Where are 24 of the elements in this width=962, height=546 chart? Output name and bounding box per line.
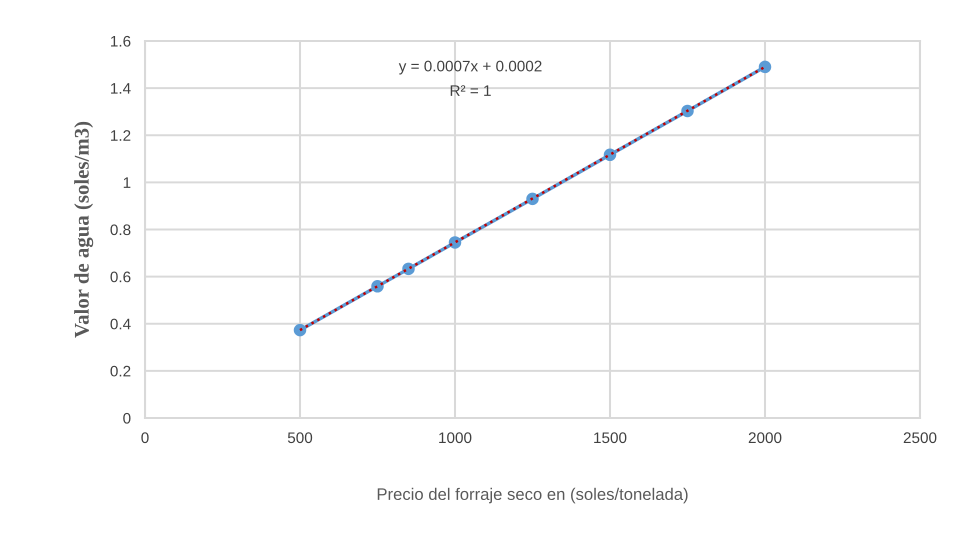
x-axis-title: Precio del forraje seco en (soles/tonelada) bbox=[378, 488, 688, 504]
annotation: y = 0.0007x + 0.0002 bbox=[398, 60, 542, 75]
y-tick-label: 1.4 bbox=[111, 83, 131, 94]
y-axis-title: Valor de agua (soles/m3) bbox=[74, 122, 94, 338]
y-tick-label: 1.2 bbox=[111, 130, 130, 141]
x-tick-label: 1000 bbox=[439, 432, 472, 444]
y-tick-label: 1 bbox=[124, 177, 130, 188]
y-tick-label: 0.8 bbox=[110, 224, 130, 236]
annotation: R² = 1 bbox=[450, 85, 491, 96]
y-tick-label: 0 bbox=[123, 412, 131, 424]
x-tick-label: 2000 bbox=[748, 432, 782, 444]
y-tick-label: 0.6 bbox=[110, 271, 130, 282]
y-tick-label: 0.2 bbox=[110, 366, 130, 377]
y-tick-label: 0.4 bbox=[110, 318, 131, 330]
x-tick-label: 500 bbox=[288, 432, 312, 444]
point bbox=[371, 280, 384, 293]
x-tick-label: 1500 bbox=[594, 432, 626, 444]
x-tick-label: 0 bbox=[141, 432, 149, 444]
point bbox=[758, 60, 772, 74]
y-tick-label: 1.6 bbox=[111, 36, 130, 47]
point bbox=[681, 104, 694, 118]
point bbox=[526, 192, 539, 206]
x-tick-label: 2500 bbox=[904, 432, 936, 444]
point bbox=[294, 324, 306, 336]
